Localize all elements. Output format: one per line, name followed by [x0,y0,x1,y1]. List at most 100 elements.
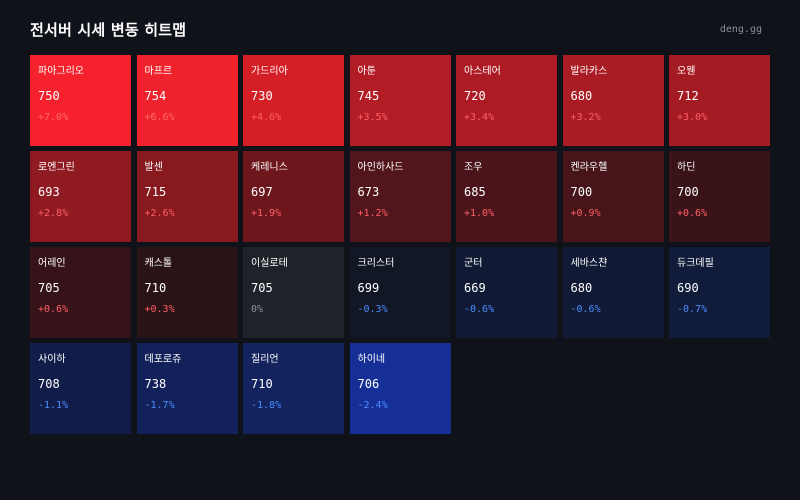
price-change: +3.2% [570,112,601,123]
server-price: 708 [38,377,60,391]
price-change: +3.5% [357,112,388,123]
price-change: +0.3% [144,304,175,315]
server-name: 오웬 [677,66,696,77]
server-tile[interactable]: 세바스챤 680 -0.6% [562,247,664,338]
price-change: -0.6% [570,304,601,315]
server-price: 673 [357,185,380,199]
server-price: 690 [677,281,699,295]
server-price: 693 [38,185,60,199]
server-tile[interactable]: 크리스터 699 -0.3% [349,247,451,338]
server-name: 가드리아 [251,66,288,77]
server-price: 705 [38,281,60,295]
price-change: -0.3% [357,304,388,315]
server-name: 하딘 [677,162,696,173]
server-price: 710 [144,281,167,295]
server-tile[interactable]: 사이하 708 -1.1% [30,343,131,434]
server-name: 발라카스 [570,66,608,77]
price-change: -1.1% [38,400,69,411]
price-change: +4.6% [251,112,282,123]
price-change: -1.7% [144,400,175,411]
header: 전서버 시세 변동 히트맵 deng.gg [30,16,762,42]
server-name: 이실로테 [251,258,288,269]
server-name: 질리언 [251,354,279,365]
price-change: +0.6% [677,208,708,219]
server-price: 697 [251,185,273,199]
server-name: 하이네 [357,354,386,365]
server-price: 745 [357,89,380,103]
price-change: +0.9% [570,208,601,219]
price-change: -1.8% [251,400,282,411]
server-tile[interactable]: 듀크데필 690 -0.7% [669,247,770,338]
price-change: +1.0% [464,208,495,219]
server-name: 세바스챤 [570,258,608,269]
server-name: 마프르 [144,66,173,77]
price-change: -2.4% [357,400,388,411]
price-change: +3.0% [677,112,708,123]
price-change: +6.6% [144,112,175,123]
server-name: 크리스터 [357,258,395,269]
server-price: 685 [464,185,486,199]
server-name: 켄라우헬 [570,162,608,173]
server-price: 705 [251,281,273,295]
price-change: +0.6% [38,304,69,315]
heatmap-grid: 파아그리오 750 +7.0% 마프르 754 +6.6% 가드리아 730 +… [30,55,770,434]
server-tile[interactable]: 아스테어 720 +3.4% [456,55,557,146]
server-tile[interactable]: 케레니스 697 +1.9% [243,151,344,242]
server-name: 데포로쥬 [144,354,182,365]
server-price: 680 [570,89,593,103]
server-name: 캐스톨 [144,258,173,269]
server-tile[interactable]: 로엔그린 693 +2.8% [30,151,131,242]
price-change: +1.9% [251,208,282,219]
server-price: 720 [464,89,486,103]
server-price: 706 [357,377,380,391]
server-name: 사이하 [38,354,66,365]
server-tile[interactable]: 가드리아 730 +4.6% [243,55,344,146]
server-tile[interactable]: 마프르 754 +6.6% [136,55,238,146]
page-title: 전서버 시세 변동 히트맵 [30,20,187,39]
server-tile[interactable]: 군터 669 -0.6% [456,247,557,338]
brand-label[interactable]: deng.gg [719,23,762,35]
price-change: -0.7% [677,304,708,315]
server-name: 로엔그린 [38,162,75,173]
price-change: +1.2% [357,208,388,219]
server-tile[interactable]: 아인하사드 673 +1.2% [349,151,451,242]
server-tile[interactable]: 발라카스 680 +3.2% [562,55,664,146]
server-price: 669 [464,281,486,295]
server-tile[interactable]: 하딘 700 +0.6% [669,151,770,242]
server-tile[interactable]: 조우 685 +1.0% [456,151,557,242]
server-price: 738 [144,377,167,391]
server-tile[interactable]: 오웬 712 +3.0% [669,55,770,146]
server-price: 710 [251,377,273,391]
server-name: 발센 [144,162,163,173]
server-tile[interactable]: 캐스톨 710 +0.3% [136,247,238,338]
price-change: +2.6% [144,208,175,219]
server-tile[interactable]: 아툰 745 +3.5% [349,55,451,146]
server-tile[interactable]: 켄라우헬 700 +0.9% [562,151,664,242]
price-change: 0% [251,304,264,315]
price-change: +2.8% [38,208,69,219]
server-name: 파아그리오 [38,66,84,77]
server-name: 어레인 [38,258,66,269]
server-tile[interactable]: 하이네 706 -2.4% [349,343,451,434]
server-tile[interactable]: 이실로테 705 0% [243,247,344,338]
server-price: 699 [357,281,380,295]
price-change: +3.4% [464,112,495,123]
server-tile[interactable]: 데포로쥬 738 -1.7% [136,343,238,434]
price-change: +7.0% [38,112,69,123]
server-price: 730 [251,89,273,103]
server-tile[interactable]: 발센 715 +2.6% [136,151,238,242]
server-price: 712 [677,89,699,103]
server-name: 듀크데필 [677,258,714,269]
server-price: 680 [570,281,593,295]
server-price: 700 [570,185,593,199]
server-price: 754 [144,89,167,103]
server-price: 750 [38,89,60,103]
server-tile[interactable]: 어레인 705 +0.6% [30,247,131,338]
server-tile[interactable]: 질리언 710 -1.8% [243,343,344,434]
server-name: 아인하사드 [357,162,404,173]
server-name: 군터 [464,258,483,269]
server-price: 715 [144,185,167,199]
server-tile[interactable]: 파아그리오 750 +7.0% [30,55,131,146]
server-name: 아툰 [357,66,376,77]
server-price: 700 [677,185,699,199]
